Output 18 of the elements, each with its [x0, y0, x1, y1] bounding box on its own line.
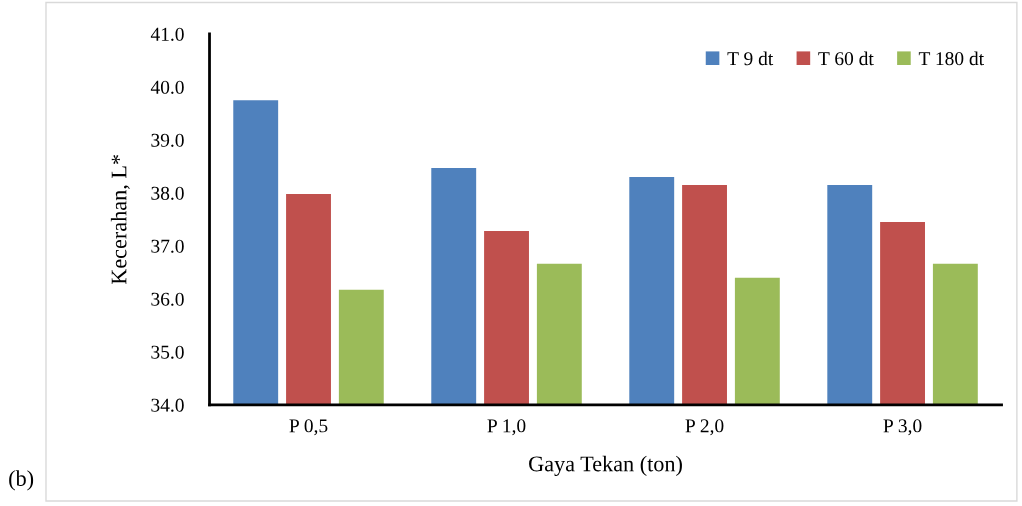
- y-axis-title: Kecerahan, L*: [110, 155, 130, 285]
- legend-label: T 9 dt: [727, 51, 774, 66]
- x-tick-label: P 1,0: [487, 419, 526, 436]
- y-tick-label: 35.0: [151, 345, 184, 359]
- x-axis-title: Gaya Tekan (ton): [529, 455, 682, 476]
- y-tick-label: 39.0: [151, 133, 184, 147]
- y-tick-label: 36.0: [151, 292, 184, 306]
- y-tick-label: 41.0: [150, 27, 184, 41]
- x-tick-label: P 3,0: [883, 419, 922, 436]
- y-tick-label: 37.0: [151, 239, 184, 253]
- y-tick-label: 38.0: [151, 186, 184, 200]
- text: (b): [9, 470, 34, 491]
- legend-label: T 180 dt: [918, 51, 984, 66]
- legend-label: T 60 dt: [818, 51, 874, 66]
- x-tick-label: P 0,5: [289, 419, 328, 436]
- y-tick-label: 34.0: [151, 398, 184, 412]
- x-tick-label: P 2,0: [685, 419, 724, 436]
- y-tick-label: 40.0: [150, 80, 184, 94]
